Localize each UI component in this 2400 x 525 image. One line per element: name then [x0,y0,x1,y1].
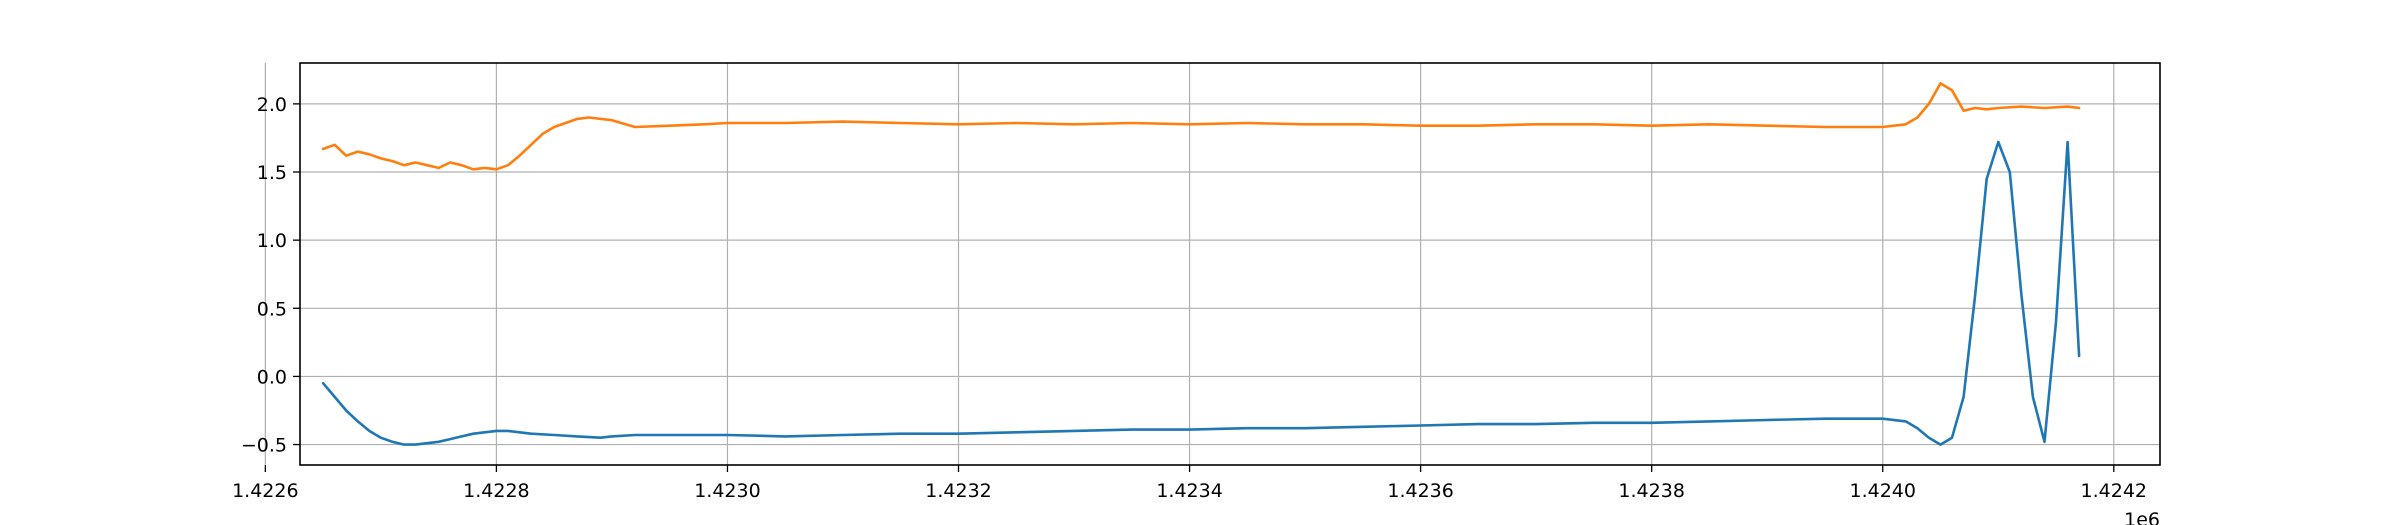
series-layer [321,82,2081,446]
x-tick-label: 1.4232 [925,480,991,502]
x-tick-label: 1.4240 [1849,480,1915,502]
plot-frame [299,62,2161,466]
grid [264,63,2160,465]
x-tick-label: 1.4238 [1618,480,1684,502]
x-tick-label: 1.4230 [694,480,760,502]
series-line-1 [321,140,2081,446]
x-tick-label: 1.4242 [2081,480,2147,502]
x-tick-label: 1.4234 [1156,480,1222,502]
y-tick-label: 1.0 [257,230,287,252]
y-axis: −0.5 0.0 0.5 1.0 1.5 2.0 [241,94,300,457]
x-axis-offset-label: 1e6 [2124,509,2160,525]
x-axis: 1.4226 1.4228 1.4230 1.4232 1.4234 1.4236 1.42… [232,465,2147,502]
y-tick-label: 2.0 [257,94,287,116]
series-line-2 [321,82,2081,171]
x-tick-label: 1.4228 [463,480,529,502]
y-tick-label: 1.5 [257,162,287,184]
x-tick-label: 1.4226 [232,480,298,502]
y-tick-label: 0.5 [257,298,287,320]
y-tick-label: 0.0 [257,366,287,388]
x-tick-label: 1.4236 [1387,480,1453,502]
y-tick-label: −0.5 [241,435,287,457]
